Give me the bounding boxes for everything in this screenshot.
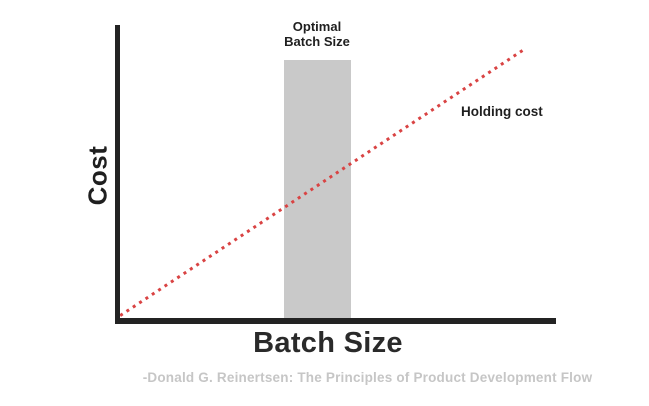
holding-cost-label: Holding cost xyxy=(461,104,543,119)
y-axis-label: Cost xyxy=(82,145,113,206)
optimal-band-label: Optimal Batch Size xyxy=(267,19,367,50)
attribution-text: -Donald G. Reinertsen: The Principles of… xyxy=(142,370,593,385)
x-axis-label: Batch Size xyxy=(253,327,403,359)
x-axis xyxy=(115,318,556,324)
y-axis xyxy=(115,25,120,323)
optimal-batch-size-band xyxy=(284,60,351,318)
optimal-band-label-line1: Optimal xyxy=(292,19,342,34)
optimal-band-label-line2: Batch Size xyxy=(284,34,350,50)
